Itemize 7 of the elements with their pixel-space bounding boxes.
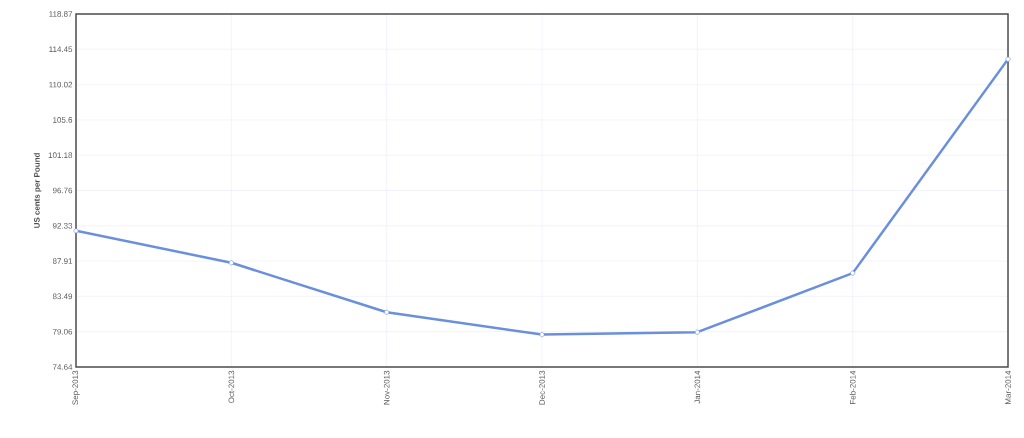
point [73,228,79,234]
point [539,332,545,338]
point [1005,56,1011,62]
point [384,309,390,315]
point [228,260,234,266]
point [850,270,856,276]
point [694,329,700,335]
